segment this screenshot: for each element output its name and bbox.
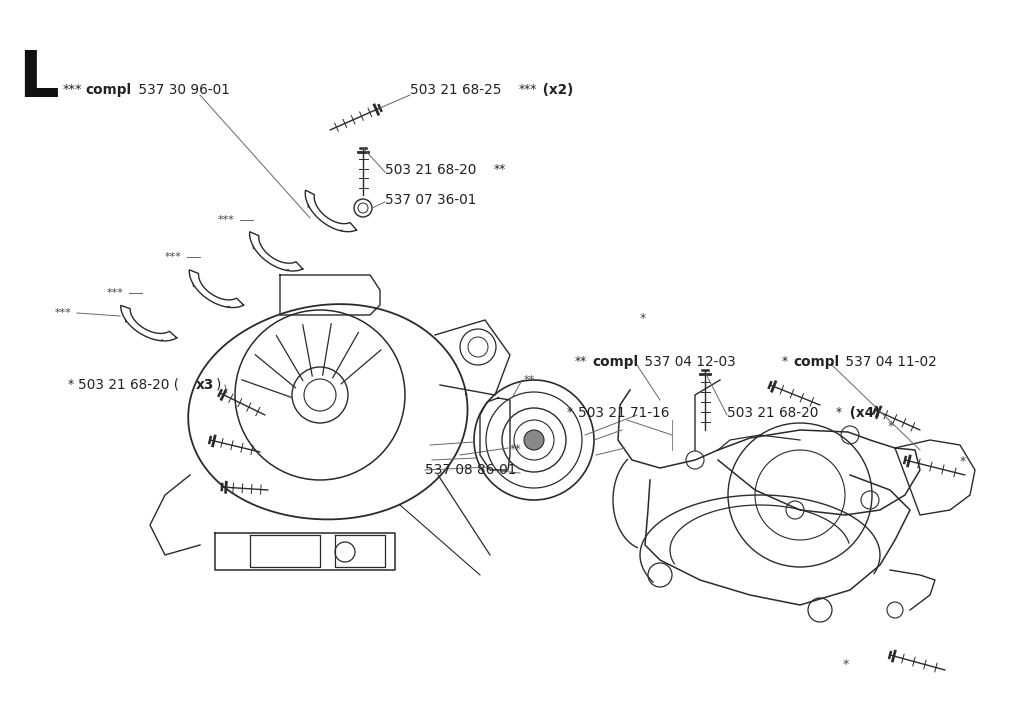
Text: 537 04 12-03: 537 04 12-03 [640, 355, 736, 369]
Text: 503 21 68-20 (: 503 21 68-20 ( [78, 378, 179, 392]
Text: *: * [567, 406, 573, 419]
Text: ***: *** [519, 83, 538, 96]
Text: *: * [640, 312, 646, 325]
Text: 503 21 68-20: 503 21 68-20 [727, 406, 818, 420]
Text: L: L [18, 48, 58, 110]
Text: *: * [836, 406, 842, 419]
Text: 537 30 96-01: 537 30 96-01 [134, 83, 229, 97]
Text: ***: *** [55, 308, 72, 318]
Text: compl: compl [592, 355, 638, 369]
Circle shape [524, 430, 544, 450]
Text: compl: compl [85, 83, 131, 97]
Text: *: * [68, 378, 74, 391]
Text: ***: *** [63, 83, 83, 96]
Text: x3: x3 [196, 378, 214, 392]
Text: **: ** [524, 375, 536, 385]
Text: 537 07 36-01: 537 07 36-01 [385, 193, 476, 207]
Text: **: ** [510, 443, 522, 456]
Text: *: * [782, 355, 788, 368]
Text: ): ) [216, 378, 221, 392]
Text: 503 21 68-25: 503 21 68-25 [410, 83, 502, 97]
Text: *: * [888, 420, 894, 433]
Text: **: ** [494, 163, 506, 176]
Text: ***: *** [218, 215, 234, 225]
Text: **: ** [575, 355, 587, 368]
Text: ***: *** [106, 288, 124, 298]
Text: 503 21 68-20: 503 21 68-20 [385, 163, 476, 177]
Text: 537 04 11-02: 537 04 11-02 [841, 355, 937, 369]
Text: (x4): (x4) [845, 406, 881, 420]
Text: 503 21 71-16: 503 21 71-16 [578, 406, 670, 420]
Text: *: * [843, 658, 849, 671]
Text: (x2): (x2) [538, 83, 573, 97]
Text: 537 08 86-01: 537 08 86-01 [425, 463, 516, 477]
Text: ***: *** [165, 252, 182, 262]
Text: compl: compl [793, 355, 839, 369]
Text: *: * [961, 455, 967, 468]
